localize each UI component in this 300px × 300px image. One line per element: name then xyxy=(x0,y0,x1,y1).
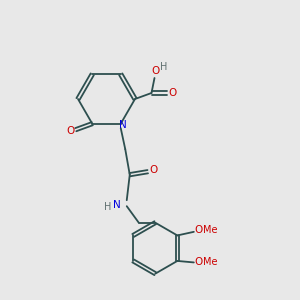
Text: O: O xyxy=(66,126,74,136)
Text: O: O xyxy=(149,165,157,175)
Text: H: H xyxy=(104,202,112,212)
Text: O: O xyxy=(195,225,203,235)
Text: O: O xyxy=(195,257,203,267)
Text: Me: Me xyxy=(203,225,218,235)
Text: N: N xyxy=(113,200,121,210)
Text: O: O xyxy=(168,88,177,98)
Text: H: H xyxy=(160,62,168,73)
Text: O: O xyxy=(152,66,160,76)
Text: N: N xyxy=(119,120,127,130)
Text: Me: Me xyxy=(203,257,218,267)
